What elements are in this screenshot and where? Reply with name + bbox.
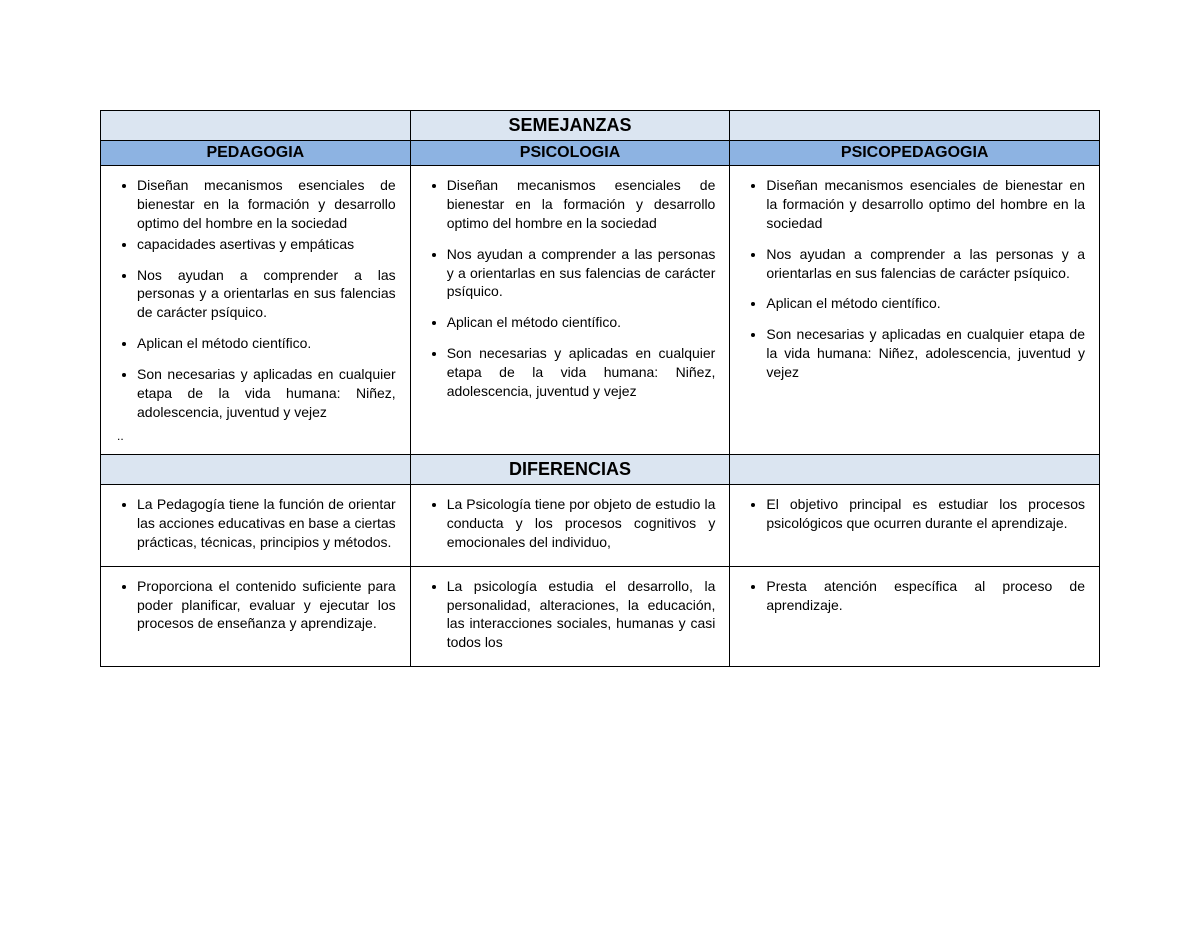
diferencias-row-2: Proporciona el contenido suficiente para…: [101, 566, 1100, 667]
semejanzas-content-row: Diseñan mecanismos esenciales de bienest…: [101, 166, 1100, 455]
list-item: Son necesarias y aplicadas en cualquier …: [766, 325, 1085, 382]
list-item: Son necesarias y aplicadas en cualquier …: [447, 344, 716, 401]
list-item: La Pedagogía tiene la función de orienta…: [137, 495, 396, 552]
list-item: Diseñan mecanismos esenciales de bienest…: [766, 176, 1085, 233]
dif-psicologia-cell-1: La Psicología tiene por objeto de estudi…: [410, 484, 730, 566]
bullet-list: Proporciona el contenido suficiente para…: [115, 577, 396, 634]
col-header-psicologia: PSICOLOGIA: [410, 141, 730, 166]
bullet-list: Diseñan mecanismos esenciales de bienest…: [115, 176, 396, 422]
section-title-blank-right: [730, 111, 1100, 141]
col-header-psicopedagogia: PSICOPEDAGOGIA: [730, 141, 1100, 166]
dif-psicologia-cell-2: La psicología estudia el desarrollo, la …: [410, 566, 730, 667]
semejanzas-pedagogia-cell: Diseñan mecanismos esenciales de bienest…: [101, 166, 411, 455]
list-item: Proporciona el contenido suficiente para…: [137, 577, 396, 634]
section-title-row-semejanzas: SEMEJANZAS: [101, 111, 1100, 141]
list-item: La Psicología tiene por objeto de estudi…: [447, 495, 716, 552]
list-item: Presta atención específica al proceso de…: [766, 577, 1085, 615]
bullet-list: El objetivo principal es estudiar los pr…: [744, 495, 1085, 533]
bullet-list: La Pedagogía tiene la función de orienta…: [115, 495, 396, 552]
section-title-diferencias: DIFERENCIAS: [410, 454, 730, 484]
list-item: capacidades asertivas y empáticas: [137, 235, 396, 254]
list-item: Aplican el método científico.: [137, 334, 396, 353]
section-title-semejanzas: SEMEJANZAS: [410, 111, 730, 141]
dif-pedagogia-cell-2: Proporciona el contenido suficiente para…: [101, 566, 411, 667]
bullet-list: Diseñan mecanismos esenciales de bienest…: [744, 176, 1085, 382]
section-title-blank-left: [101, 111, 411, 141]
column-header-row: PEDAGOGIA PSICOLOGIA PSICOPEDAGOGIA: [101, 141, 1100, 166]
bullet-list: La psicología estudia el desarrollo, la …: [425, 577, 716, 653]
diferencias-row-1: La Pedagogía tiene la función de orienta…: [101, 484, 1100, 566]
col-header-pedagogia: PEDAGOGIA: [101, 141, 411, 166]
list-item: Diseñan mecanismos esenciales de bienest…: [137, 176, 396, 233]
section-title-row-diferencias: DIFERENCIAS: [101, 454, 1100, 484]
list-item: Aplican el método científico.: [447, 313, 716, 332]
list-item: Nos ayudan a comprender a las personas y…: [447, 245, 716, 302]
section-title-blank-right: [730, 454, 1100, 484]
semejanzas-psicopedagogia-cell: Diseñan mecanismos esenciales de bienest…: [730, 166, 1100, 455]
list-item: Diseñan mecanismos esenciales de bienest…: [447, 176, 716, 233]
semejanzas-psicologia-cell: Diseñan mecanismos esenciales de bienest…: [410, 166, 730, 455]
dif-psicopedagogia-cell-2: Presta atención específica al proceso de…: [730, 566, 1100, 667]
dif-pedagogia-cell-1: La Pedagogía tiene la función de orienta…: [101, 484, 411, 566]
list-item: Nos ayudan a comprender a las personas y…: [766, 245, 1085, 283]
list-item: Aplican el método científico.: [766, 294, 1085, 313]
list-item: El objetivo principal es estudiar los pr…: [766, 495, 1085, 533]
document-page: SEMEJANZAS PEDAGOGIA PSICOLOGIA PSICOPED…: [0, 0, 1200, 727]
list-item: Nos ayudan a comprender a las personas y…: [137, 266, 396, 323]
list-item: Son necesarias y aplicadas en cualquier …: [137, 365, 396, 422]
dif-psicopedagogia-cell-1: El objetivo principal es estudiar los pr…: [730, 484, 1100, 566]
comparison-table: SEMEJANZAS PEDAGOGIA PSICOLOGIA PSICOPED…: [100, 110, 1100, 667]
bullet-list: Presta atención específica al proceso de…: [744, 577, 1085, 615]
bullet-list: La Psicología tiene por objeto de estudi…: [425, 495, 716, 552]
section-title-blank-left: [101, 454, 411, 484]
bullet-list: Diseñan mecanismos esenciales de bienest…: [425, 176, 716, 401]
trailing-dots: ..: [115, 428, 396, 444]
list-item: La psicología estudia el desarrollo, la …: [447, 577, 716, 653]
